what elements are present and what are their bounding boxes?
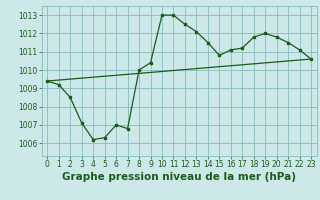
- X-axis label: Graphe pression niveau de la mer (hPa): Graphe pression niveau de la mer (hPa): [62, 172, 296, 182]
